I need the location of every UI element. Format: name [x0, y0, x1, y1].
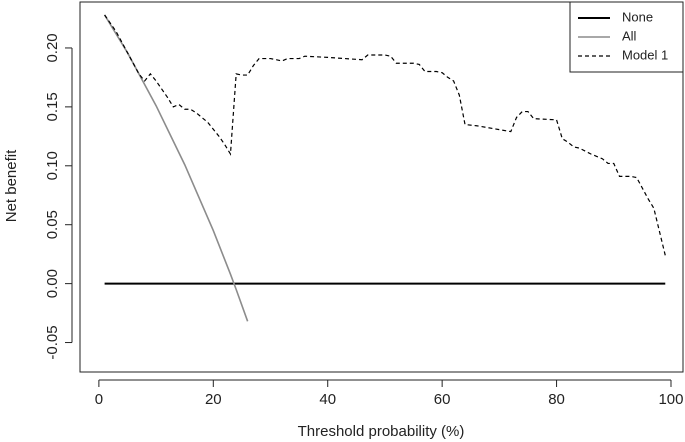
x-tick-label: 20 — [205, 391, 222, 408]
y-tick-label: -0.05 — [44, 325, 61, 359]
y-tick-label: 0.10 — [44, 151, 61, 180]
x-tick-label: 80 — [548, 391, 565, 408]
x-tick-label: 100 — [658, 391, 683, 408]
legend-label: Model 1 — [622, 47, 668, 62]
x-tick-label: 60 — [434, 391, 451, 408]
x-tick-label: 0 — [95, 391, 103, 408]
legend-label: None — [622, 9, 653, 24]
x-axis-title: Threshold probability (%) — [298, 423, 465, 440]
y-tick-label: 0.05 — [44, 210, 61, 239]
legend-label: All — [622, 28, 637, 43]
plot-frame — [79, 1, 684, 373]
series-line — [103, 14, 249, 322]
y-tick-label: 0.15 — [44, 92, 61, 121]
x-tick-label: 40 — [319, 391, 336, 408]
y-tick-label: 0.00 — [44, 269, 61, 298]
legend: None All Model 1 — [569, 1, 684, 73]
y-axis-title: Net benefit — [3, 149, 20, 222]
y-tick-label: 0.20 — [44, 33, 61, 62]
